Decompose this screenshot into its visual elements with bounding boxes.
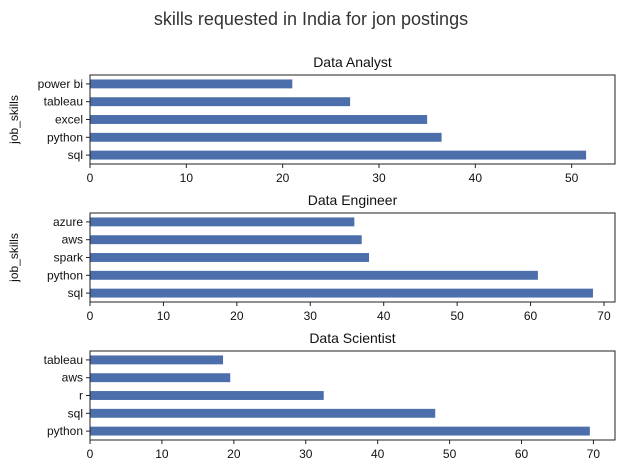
x-tick-label: 10 [157, 309, 171, 323]
subplot-title: Data Analyst [313, 54, 392, 70]
bar-python [90, 132, 442, 142]
x-tick-label: 20 [230, 309, 244, 323]
x-tick-label: 10 [155, 447, 169, 461]
bar-aws [90, 373, 231, 383]
y-tick-label: tableau [44, 95, 83, 109]
plot-frame [89, 350, 616, 441]
x-tick-label: 10 [180, 171, 194, 185]
y-tick-label: python [47, 130, 83, 144]
bar-spark [90, 253, 370, 262]
bar-sql [90, 150, 587, 160]
subplot-2: Data Engineer azure aws spark python sql 0 10 20… [7, 192, 616, 323]
subplot-title: Data Scientist [309, 330, 395, 346]
y-tick-label: excel [55, 113, 83, 127]
x-tick-label: 30 [304, 309, 318, 323]
x-tick-label: 20 [276, 171, 290, 185]
y-tick-label: sql [68, 286, 83, 300]
y-tick-label: sql [68, 406, 83, 420]
x-tick-label: 20 [227, 447, 241, 461]
y-tick-label: sql [68, 148, 83, 162]
plot-frame [89, 74, 616, 165]
y-axis-label: job_skills [7, 95, 21, 145]
y-axis-label: job_skills [7, 233, 21, 283]
y-tick-label: power bi [38, 77, 83, 91]
x-tick-label: 60 [524, 309, 538, 323]
x-tick-label: 50 [565, 171, 579, 185]
bar-sql [90, 408, 436, 418]
y-tick-label: r [79, 389, 83, 403]
x-tick-label: 70 [587, 447, 601, 461]
plot-frame [89, 212, 616, 303]
x-tick-label: 0 [87, 447, 94, 461]
x-tick-label: 40 [469, 171, 483, 185]
y-tick-label: aws [62, 233, 83, 247]
y-tick-label: spark [54, 251, 84, 265]
bar-sql [90, 288, 593, 298]
subplot-1: Data Analyst power bi tableau excel python sq… [7, 54, 616, 185]
bar-r [90, 391, 324, 400]
figure-title: skills requested in India for jon postin… [154, 9, 468, 29]
subplot-3: Data Scientist tableau aws r sql python 0 10 20 3… [44, 330, 616, 461]
bar-excel [90, 115, 428, 124]
bar-tableau [90, 355, 224, 365]
bar-python [90, 270, 538, 280]
y-tick-label: python [47, 268, 83, 282]
subplot-title: Data Engineer [308, 192, 398, 208]
y-tick-label: tableau [44, 353, 83, 367]
x-tick-label: 70 [597, 309, 611, 323]
bar-aws [90, 235, 362, 245]
x-tick-label: 0 [87, 171, 94, 185]
x-tick-label: 40 [371, 447, 385, 461]
bar-tableau [90, 97, 351, 107]
x-tick-label: 40 [377, 309, 391, 323]
bar-azure [90, 217, 355, 227]
bar-python [90, 426, 590, 436]
x-tick-label: 50 [450, 309, 464, 323]
x-tick-label: 50 [443, 447, 457, 461]
y-tick-label: python [47, 424, 83, 438]
y-tick-label: aws [62, 371, 83, 385]
y-tick-label: azure [53, 215, 83, 229]
subplots: Data Analyst power bi tableau excel python sq… [7, 54, 616, 461]
x-tick-label: 30 [372, 171, 386, 185]
x-tick-label: 0 [87, 309, 94, 323]
bar-power-bi [90, 79, 293, 89]
x-tick-label: 30 [299, 447, 313, 461]
x-tick-label: 60 [515, 447, 529, 461]
